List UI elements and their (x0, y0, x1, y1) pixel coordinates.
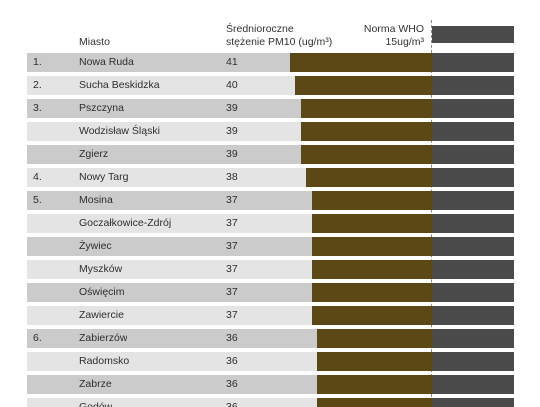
table-row: Goczałkowice-Zdrój 37 (27, 214, 514, 233)
who-norm-bar-segment (432, 53, 514, 72)
value-label: 39 (226, 102, 238, 114)
value-column-header-line2: stężenie PM10 (ug/m³) (226, 36, 333, 48)
table-row: 3. Pszczyna 39 (27, 99, 514, 118)
value-label: 37 (226, 286, 238, 298)
value-label: 36 (226, 355, 238, 367)
table-row: Żywiec 37 (27, 237, 514, 256)
rank-label: 2. (33, 79, 42, 91)
city-name: Mosina (79, 194, 113, 206)
city-name: Zabierzów (79, 332, 128, 344)
pm10-bar (317, 375, 432, 394)
city-name: Sucha Beskidzka (79, 79, 160, 91)
city-name: Myszków (79, 263, 123, 275)
pm10-bar (317, 398, 432, 407)
who-norm-bar-segment (432, 76, 514, 95)
pm10-bar (306, 168, 432, 187)
table-row: Oświęcim 37 (27, 283, 514, 302)
who-norm-bar-segment (432, 398, 514, 407)
value-label: 40 (226, 79, 238, 91)
table-row: 2. Sucha Beskidzka 40 (27, 76, 514, 95)
value-label: 37 (226, 240, 238, 252)
value-label: 38 (226, 171, 238, 183)
value-label: 37 (226, 217, 238, 229)
pm10-bar (300, 145, 432, 164)
who-norm-legend-bar (432, 26, 514, 43)
city-name: Nowa Ruda (79, 56, 134, 68)
pm10-bar (295, 76, 432, 95)
pm10-bar (311, 214, 432, 233)
city-name: Godów (79, 401, 113, 407)
table-row: Zgierz 39 (27, 145, 514, 164)
who-norm-bar-segment (432, 122, 514, 141)
pm10-bar (311, 306, 432, 325)
rank-label: 3. (33, 102, 42, 114)
who-norm-bar-segment (432, 375, 514, 394)
value-label: 39 (226, 148, 238, 160)
who-norm-bar-segment (432, 191, 514, 210)
value-label: 37 (226, 309, 238, 321)
rank-label: 5. (33, 194, 42, 206)
table-row: Zawiercie 37 (27, 306, 514, 325)
pm10-bar (311, 237, 432, 256)
table-row: Myszków 37 (27, 260, 514, 279)
pm10-bar (311, 191, 432, 210)
pm10-bar (311, 260, 432, 279)
who-norm-dashed-line (431, 20, 432, 407)
table-row: Wodzisław Śląski 39 (27, 122, 514, 141)
city-name: Oświęcim (79, 286, 125, 298)
city-name: Zabrze (79, 378, 112, 390)
city-name: Zawiercie (79, 309, 124, 321)
who-norm-bar-segment (432, 329, 514, 348)
who-norm-bar-segment (432, 237, 514, 256)
pm10-bar (300, 122, 432, 141)
table-row: 1. Nowa Ruda 41 (27, 53, 514, 72)
who-norm-header-line2: 15ug/m³ (385, 36, 424, 48)
city-name: Pszczyna (79, 102, 124, 114)
table-row: 5. Mosina 37 (27, 191, 514, 210)
city-name: Radomsko (79, 355, 130, 367)
value-label: 39 (226, 125, 238, 137)
city-name: Zgierz (79, 148, 109, 160)
pm10-bar (289, 53, 432, 72)
pm10-bar (317, 329, 432, 348)
table-row: Zabrze 36 (27, 375, 514, 394)
value-label: 37 (226, 194, 238, 206)
pm10-bar (300, 99, 432, 118)
value-label: 41 (226, 56, 238, 68)
who-norm-bar-segment (432, 214, 514, 233)
city-name: Żywiec (79, 240, 112, 252)
who-norm-bar-segment (432, 145, 514, 164)
who-norm-bar-segment (432, 352, 514, 371)
rank-label: 1. (33, 56, 42, 68)
value-column-header-line1: Średnioroczne (226, 23, 294, 35)
value-label: 36 (226, 332, 238, 344)
value-label: 36 (226, 401, 238, 407)
who-norm-bar-segment (432, 260, 514, 279)
table-row: Godów 36 (27, 398, 514, 407)
who-norm-bar-segment (432, 283, 514, 302)
value-label: 37 (226, 263, 238, 275)
city-name: Nowy Targ (79, 171, 129, 183)
who-norm-bar-segment (432, 99, 514, 118)
value-label: 36 (226, 378, 238, 390)
city-name: Goczałkowice-Zdrój (79, 217, 172, 229)
who-norm-bar-segment (432, 168, 514, 187)
city-column-header: Miasto (79, 36, 110, 48)
city-name: Wodzisław Śląski (79, 125, 160, 137)
pm10-bar (317, 352, 432, 371)
rank-label: 6. (33, 332, 42, 344)
table-row: Radomsko 36 (27, 352, 514, 371)
who-norm-header-line1: Norma WHO (363, 23, 424, 35)
who-norm-bar-segment (432, 306, 514, 325)
pm10-bar (311, 283, 432, 302)
table-row: 4. Nowy Targ 38 (27, 168, 514, 187)
rank-label: 4. (33, 171, 42, 183)
table-row: 6. Zabierzów 36 (27, 329, 514, 348)
